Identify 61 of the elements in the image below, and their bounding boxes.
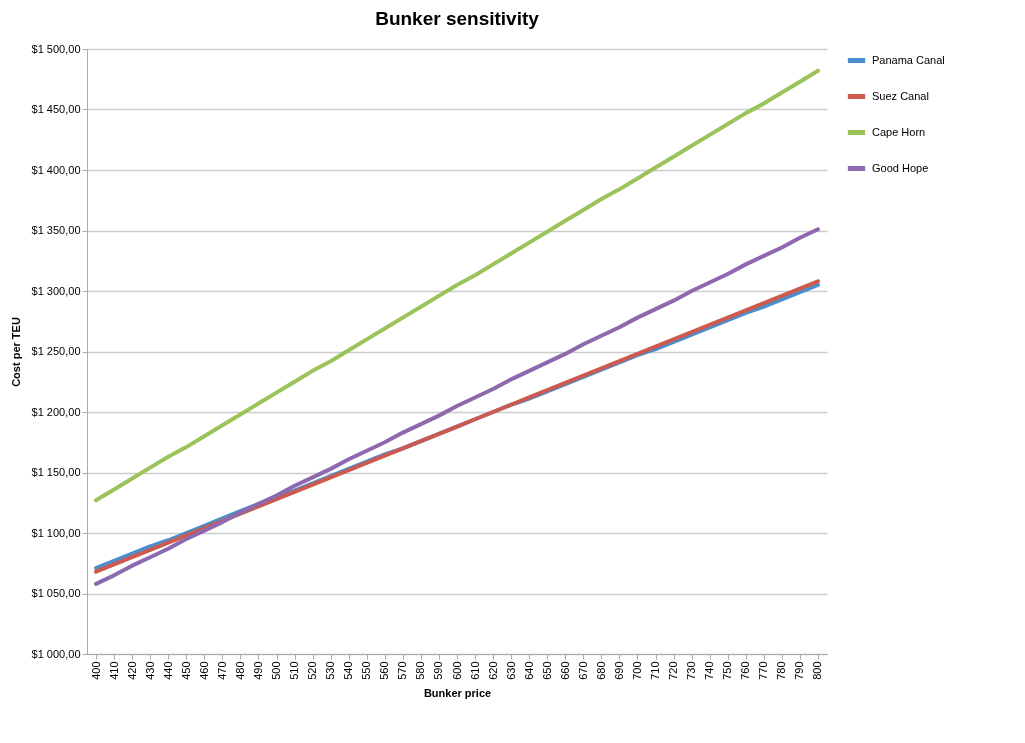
legend-label: Good Hope [872, 161, 929, 174]
x-tick-label: 640 [522, 661, 535, 680]
legend-label: Suez Canal [872, 89, 929, 102]
legend-label: Cape Horn [872, 125, 926, 138]
x-tick-label: 670 [576, 661, 589, 680]
y-tick-label: $1 200,00 [31, 405, 81, 418]
x-tick-label: 560 [378, 661, 391, 680]
x-tick-label: 590 [432, 661, 445, 680]
x-tick-label: 750 [721, 661, 734, 680]
x-tick-label: 480 [233, 661, 246, 680]
x-tick-label: 520 [306, 661, 319, 680]
y-tick-label: $1 250,00 [31, 345, 81, 357]
x-tick-label: 400 [89, 661, 102, 680]
chart-title: Bunker sensitivity [375, 8, 540, 29]
line-series [94, 68, 820, 503]
y-tick-label: $1 100,00 [31, 526, 81, 539]
y-tick-label: $1 050,00 [31, 587, 81, 599]
y-tick-label: $1 400,00 [31, 163, 81, 176]
x-tick-label: 420 [125, 661, 138, 680]
x-tick-label: 680 [594, 661, 607, 680]
x-tick-label: 470 [215, 661, 228, 680]
y-tick-label: $1 450,00 [31, 103, 81, 115]
x-tick-label: 800 [811, 661, 824, 680]
x-tick-label: 760 [739, 661, 752, 680]
y-tick-label: $1 150,00 [31, 466, 81, 478]
legend-label: Panama Canal [872, 53, 945, 66]
x-tick-label: 540 [342, 661, 355, 680]
x-tick-label: 440 [161, 661, 174, 680]
y-tick-label: $1 500,00 [31, 42, 81, 55]
y-tick-label: $1 000,00 [31, 647, 81, 660]
x-tick-label: 710 [649, 661, 662, 680]
x-tick-label: 660 [558, 661, 571, 680]
x-tick-label: 570 [396, 661, 409, 680]
x-tick-label: 610 [468, 661, 481, 680]
x-tick-label: 430 [143, 661, 156, 680]
x-tick-label: 650 [540, 661, 553, 680]
x-tick-label: 600 [450, 661, 463, 680]
x-tick-label: 550 [360, 661, 373, 680]
x-tick-label: 730 [685, 661, 698, 680]
x-tick-label: 690 [612, 661, 625, 680]
x-axis-title: Bunker price [423, 686, 492, 699]
x-tick-label: 770 [757, 661, 770, 680]
x-tick-label: 500 [270, 661, 283, 680]
x-tick-label: 580 [414, 661, 427, 680]
x-tick-label: 630 [504, 661, 517, 680]
y-axis-title: Cost per TEU [9, 317, 22, 387]
x-tick-label: 620 [486, 661, 499, 680]
x-tick-label: 700 [630, 661, 643, 680]
x-tick-label: 720 [667, 661, 680, 680]
x-tick-label: 790 [793, 661, 806, 680]
x-tick-label: 490 [251, 661, 264, 680]
x-tick-label: 450 [179, 661, 192, 680]
line-series [94, 227, 820, 586]
x-tick-label: 530 [324, 661, 337, 680]
y-tick-label: $1 300,00 [31, 284, 81, 297]
x-tick-label: 740 [703, 661, 716, 680]
y-tick-label: $1 350,00 [31, 224, 81, 236]
x-tick-label: 460 [197, 661, 210, 680]
x-tick-label: 510 [288, 661, 301, 680]
x-tick-label: 780 [775, 661, 788, 680]
x-tick-label: 410 [107, 661, 120, 680]
